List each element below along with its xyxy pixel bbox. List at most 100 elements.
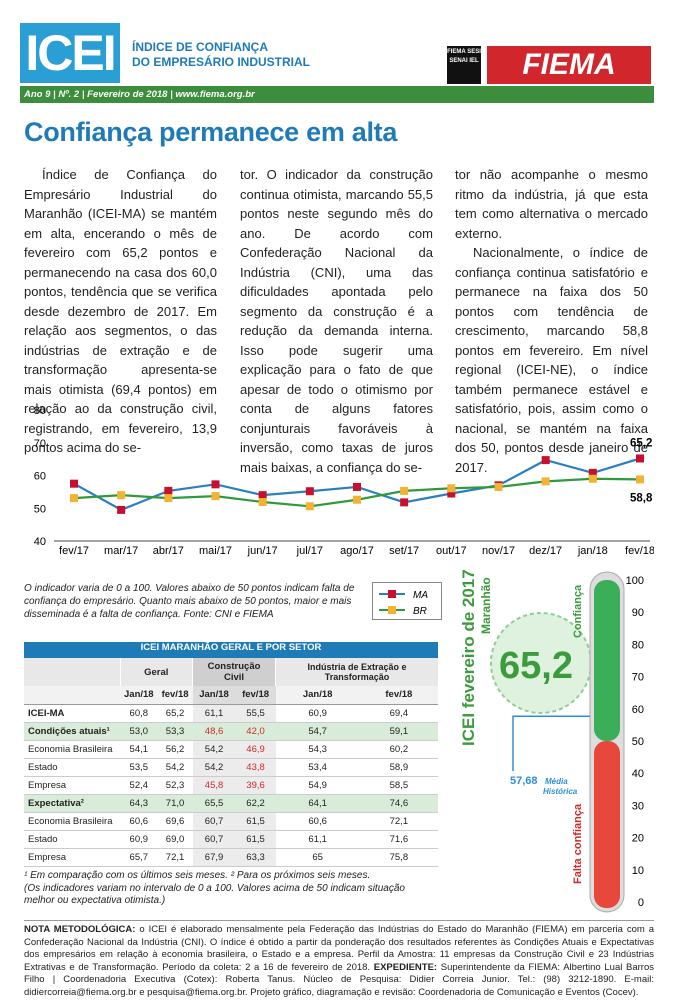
table-cell: 60,8 (129, 707, 149, 719)
legend-graphic: MA BR (379, 590, 428, 617)
data-point-br (258, 498, 267, 507)
table-subheader: fev/18 (235, 686, 276, 704)
expediente-text: Superintendente da FIEMA: Albertino Lual… (24, 961, 654, 998)
gauge-tick-label: 80 (632, 639, 644, 651)
table-cell: 61,5 (235, 812, 276, 830)
table-cell: 54,7 (308, 725, 327, 737)
table-cell: 39,6 (235, 776, 276, 794)
header-title-line1: Índice de Confiança (132, 40, 269, 54)
table-cell: 54,2 (192, 740, 236, 758)
table-row: Empresa 65,7 72,1 67,9 63,3 65 75,8 (24, 848, 438, 866)
article-column-2: tor. O indicador da construção continua … (240, 165, 433, 477)
table-cell: 61,1 (192, 704, 236, 722)
data-point-br (636, 475, 644, 484)
footnote-1: ¹ Em comparação com os últimos seis mese… (24, 870, 371, 881)
gauge-vertical-title: ICEI fevereiro de 2017 (459, 569, 478, 746)
gauge-tick-label: 90 (632, 607, 644, 619)
x-tick-label: jan/18 (577, 545, 608, 557)
x-tick-label: jul/17 (296, 545, 323, 557)
table-cell: 61,1 (308, 833, 327, 845)
table-group-header: Geral (120, 658, 194, 686)
x-tick-label: fev/17 (59, 545, 89, 557)
table-cell: 74,6 (389, 797, 409, 809)
table-cell: 65,7 (129, 851, 149, 863)
gauge-tick-label: 10 (632, 865, 644, 877)
gauge-value: 65,2 (499, 645, 573, 687)
row-label: Estado (28, 761, 58, 773)
gauge-green-fill (594, 580, 620, 741)
table-footnotes: ¹ Em comparação com os últimos seis mese… (24, 870, 438, 908)
table-cell: 54,3 (308, 743, 327, 755)
media-label-2: Histórica (543, 787, 578, 796)
y-tick-label: 40 (34, 536, 46, 548)
x-tick-label: mar/17 (104, 545, 138, 557)
gauge-tick-label: 100 (626, 575, 644, 587)
table-cell: 60,6 (129, 815, 149, 827)
table-cell: 72,1 (165, 851, 185, 863)
table-cell: 75,8 (389, 851, 409, 863)
fiema-logo: FIEMA (487, 46, 651, 84)
x-tick-label: jun/17 (247, 545, 278, 557)
row-label: ICEI-MA (28, 707, 65, 719)
table-cell: 54,2 (165, 761, 185, 773)
issue-bar: Ano 9 | Nº. 2 | Fevereiro de 2018 | www.… (20, 86, 654, 103)
y-tick-label: 80 (34, 405, 46, 417)
data-point-br (164, 494, 173, 503)
table-cell: 60,2 (389, 743, 409, 755)
table-cell: 60,9 (308, 707, 327, 719)
table-subheader: fev/18 (161, 689, 189, 701)
data-point-ma (211, 480, 220, 489)
row-label: Economia Brasileira (28, 743, 113, 755)
y-tick-label: 70 (34, 438, 46, 450)
sector-table: ICEI MARANHÃO GERAL E POR SETOR Geral Co… (24, 642, 438, 867)
table-cell: 65,5 (204, 797, 224, 809)
x-tick-label: ago/17 (340, 545, 374, 557)
table-cell: 54,1 (129, 743, 149, 755)
data-point-ma (447, 489, 456, 498)
table-cell: 61,5 (235, 830, 276, 848)
table-cell: 55,5 (235, 704, 276, 722)
table-cell: 53,5 (129, 761, 149, 773)
paragraph: tor. O indicador da construção continua … (240, 167, 433, 475)
data-point-ma (541, 456, 550, 465)
data-point-ma (258, 491, 267, 500)
table-row: Estado 60,9 69,0 60,7 61,5 61,1 71,6 (24, 830, 438, 848)
gauge-tick-label: 40 (632, 768, 644, 780)
table-cell: 52,4 (129, 779, 149, 791)
gauge-vertical-sub: Maranhão (479, 577, 493, 634)
row-label: Empresa (28, 851, 67, 863)
table-cell: 60,7 (192, 812, 236, 830)
table-cell: 69,6 (165, 815, 185, 827)
gauge-red-fill (594, 741, 620, 908)
system-logo: FIEMA SESI SENAI IEL (447, 46, 481, 84)
table-caption: ICEI MARANHÃO GERAL E POR SETOR (24, 642, 438, 658)
table-cell: 60,9 (129, 833, 149, 845)
table-row: Empresa 52,4 52,3 45,8 39,6 54,9 58,5 (24, 776, 438, 794)
table-row: Economia Brasileira 54,1 56,2 54,2 46,9 54,3 6… (24, 740, 438, 758)
data-point-br (447, 484, 456, 493)
table-cell: 45,8 (192, 776, 236, 794)
gauge-tick-label: 70 (632, 672, 644, 684)
table-cell: 67,9 (192, 848, 236, 866)
table-row: Expectativa² 64,3 71,0 65,5 62,2 64,1 74,6 (24, 794, 438, 812)
table-cell: 46,9 (235, 740, 276, 758)
table-cell: 58,9 (389, 761, 409, 773)
row-label: Condições atuais¹ (28, 725, 110, 737)
table-cell: 71,0 (165, 797, 185, 809)
header-title: Índice de Confiança do Empresário Indust… (132, 40, 310, 70)
table-cell: 65,2 (165, 707, 185, 719)
table-subheader: fev/18 (385, 689, 413, 701)
data-point-br (211, 492, 220, 501)
data-point-br (400, 486, 409, 495)
gauge-tick-label: 20 (632, 833, 644, 845)
page-title: Confiança permanece em alta (24, 117, 398, 147)
paragraph: Nacionalmente, o índice de confiança con… (455, 245, 648, 475)
expediente-label: EXPEDIENTE: (373, 961, 438, 973)
table-cell: 59,1 (389, 725, 409, 737)
table-cell: 71,6 (389, 833, 409, 845)
table-subheader: Jan/18 (302, 689, 333, 701)
table-cell: 63,3 (235, 848, 276, 866)
table-row: Condições atuais¹ 53,0 53,3 48,6 42,0 54,7 59,… (24, 722, 438, 740)
data-point-ma (400, 498, 409, 507)
x-tick-label: abr/17 (153, 545, 184, 557)
